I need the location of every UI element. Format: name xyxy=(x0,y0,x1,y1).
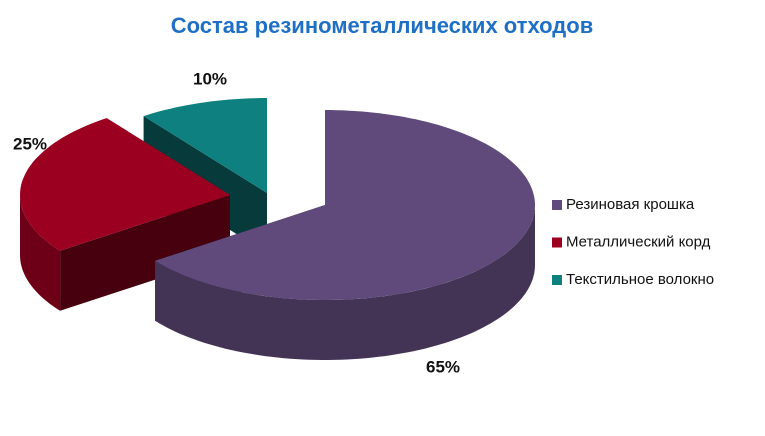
legend-swatch xyxy=(552,200,562,210)
slice-outer-wall xyxy=(155,205,535,360)
slice-top xyxy=(143,98,267,193)
legend-label: Резиновая крошка xyxy=(566,196,695,213)
legend-label: Металлический корд xyxy=(566,233,711,250)
slice-outer-wall xyxy=(20,195,61,311)
slice-top xyxy=(20,118,230,251)
value-label: 65% xyxy=(426,357,460,376)
pie-slice xyxy=(155,110,535,360)
legend-label: Текстильное волокно xyxy=(566,271,714,288)
slice-top xyxy=(155,110,535,300)
legend-swatch xyxy=(552,237,562,248)
legend-swatch xyxy=(552,275,562,285)
value-label: 25% xyxy=(13,134,47,153)
value-label: 10% xyxy=(193,69,227,88)
pie-slice xyxy=(20,118,230,311)
chart-title: Состав резинометаллических отходов xyxy=(171,13,593,38)
